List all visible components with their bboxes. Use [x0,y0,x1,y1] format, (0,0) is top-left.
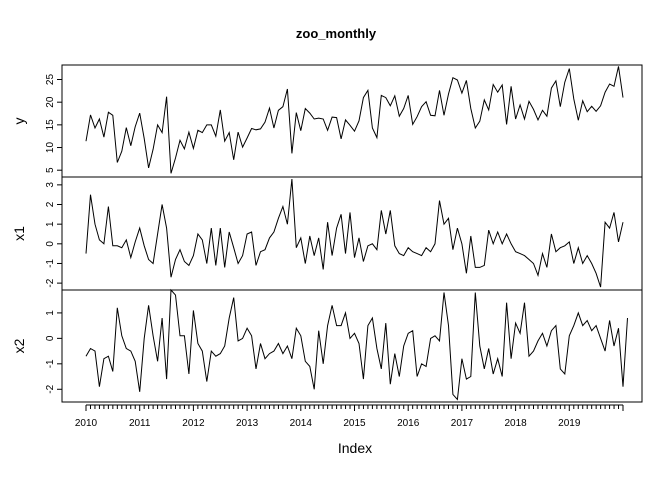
panel-x2: -2 -1 0 1 x2 [11,288,643,403]
y-tick-label-x1: 1 [45,221,56,227]
x-tick-label: 2017 [451,418,474,429]
y-tick-label-x2: -2 [45,384,56,393]
y-tick-label-y: 25 [45,74,56,86]
x-tick-label: 2019 [558,418,581,429]
y-tick-label-y: 20 [45,96,56,108]
series-line-y [85,66,624,174]
x-tick-label: 2014 [290,418,313,429]
x-tick-label: 2016 [397,418,420,429]
y-tick-label-x2: -1 [45,359,56,368]
series-line-x2 [85,288,628,401]
y-tick-label-x1: -1 [45,259,56,268]
y-axis-label-x2: x2 [11,338,27,353]
y-tick-label-y: 15 [45,119,56,131]
series-line-x1 [85,178,624,288]
panel-frame-x2 [61,289,643,403]
chart-panels: 5 10 15 20 25 y -2 -1 0 1 2 3 x1 -2 -1 0 1 x2 [11,64,643,403]
panel-y: 5 10 15 20 25 y [11,64,643,178]
x-tick-label: 2018 [504,418,527,429]
y-tick-label-y: 10 [45,142,56,154]
y-axis-label-x1: x1 [11,226,27,241]
x-tick-label: 2015 [343,418,366,429]
x-tick-label: 2010 [75,418,98,429]
x-tick-label: 2011 [129,418,151,429]
y-tick-label-x1: 3 [45,182,56,188]
chart-title: zoo_monthly [296,26,377,41]
y-axis-label-y: y [11,118,27,125]
y-tick-label-x2: 1 [45,310,56,316]
y-tick-label-x1: -2 [45,278,56,287]
y-tick-label-x1: 2 [45,201,56,207]
y-tick-label-x1: 0 [45,241,56,247]
x-tick-label: 2013 [236,418,259,429]
x-axis-label: Index [338,440,372,456]
panel-x1: -2 -1 0 1 2 3 x1 [11,176,643,291]
y-tick-label-x2: 0 [45,335,56,341]
y-tick-label-y: 5 [45,167,56,173]
x-tick-label: 2012 [182,418,205,429]
x-axis: 2010 2011 2012 2013 2014 2015 2016 2017 2018 2019 [75,404,624,429]
